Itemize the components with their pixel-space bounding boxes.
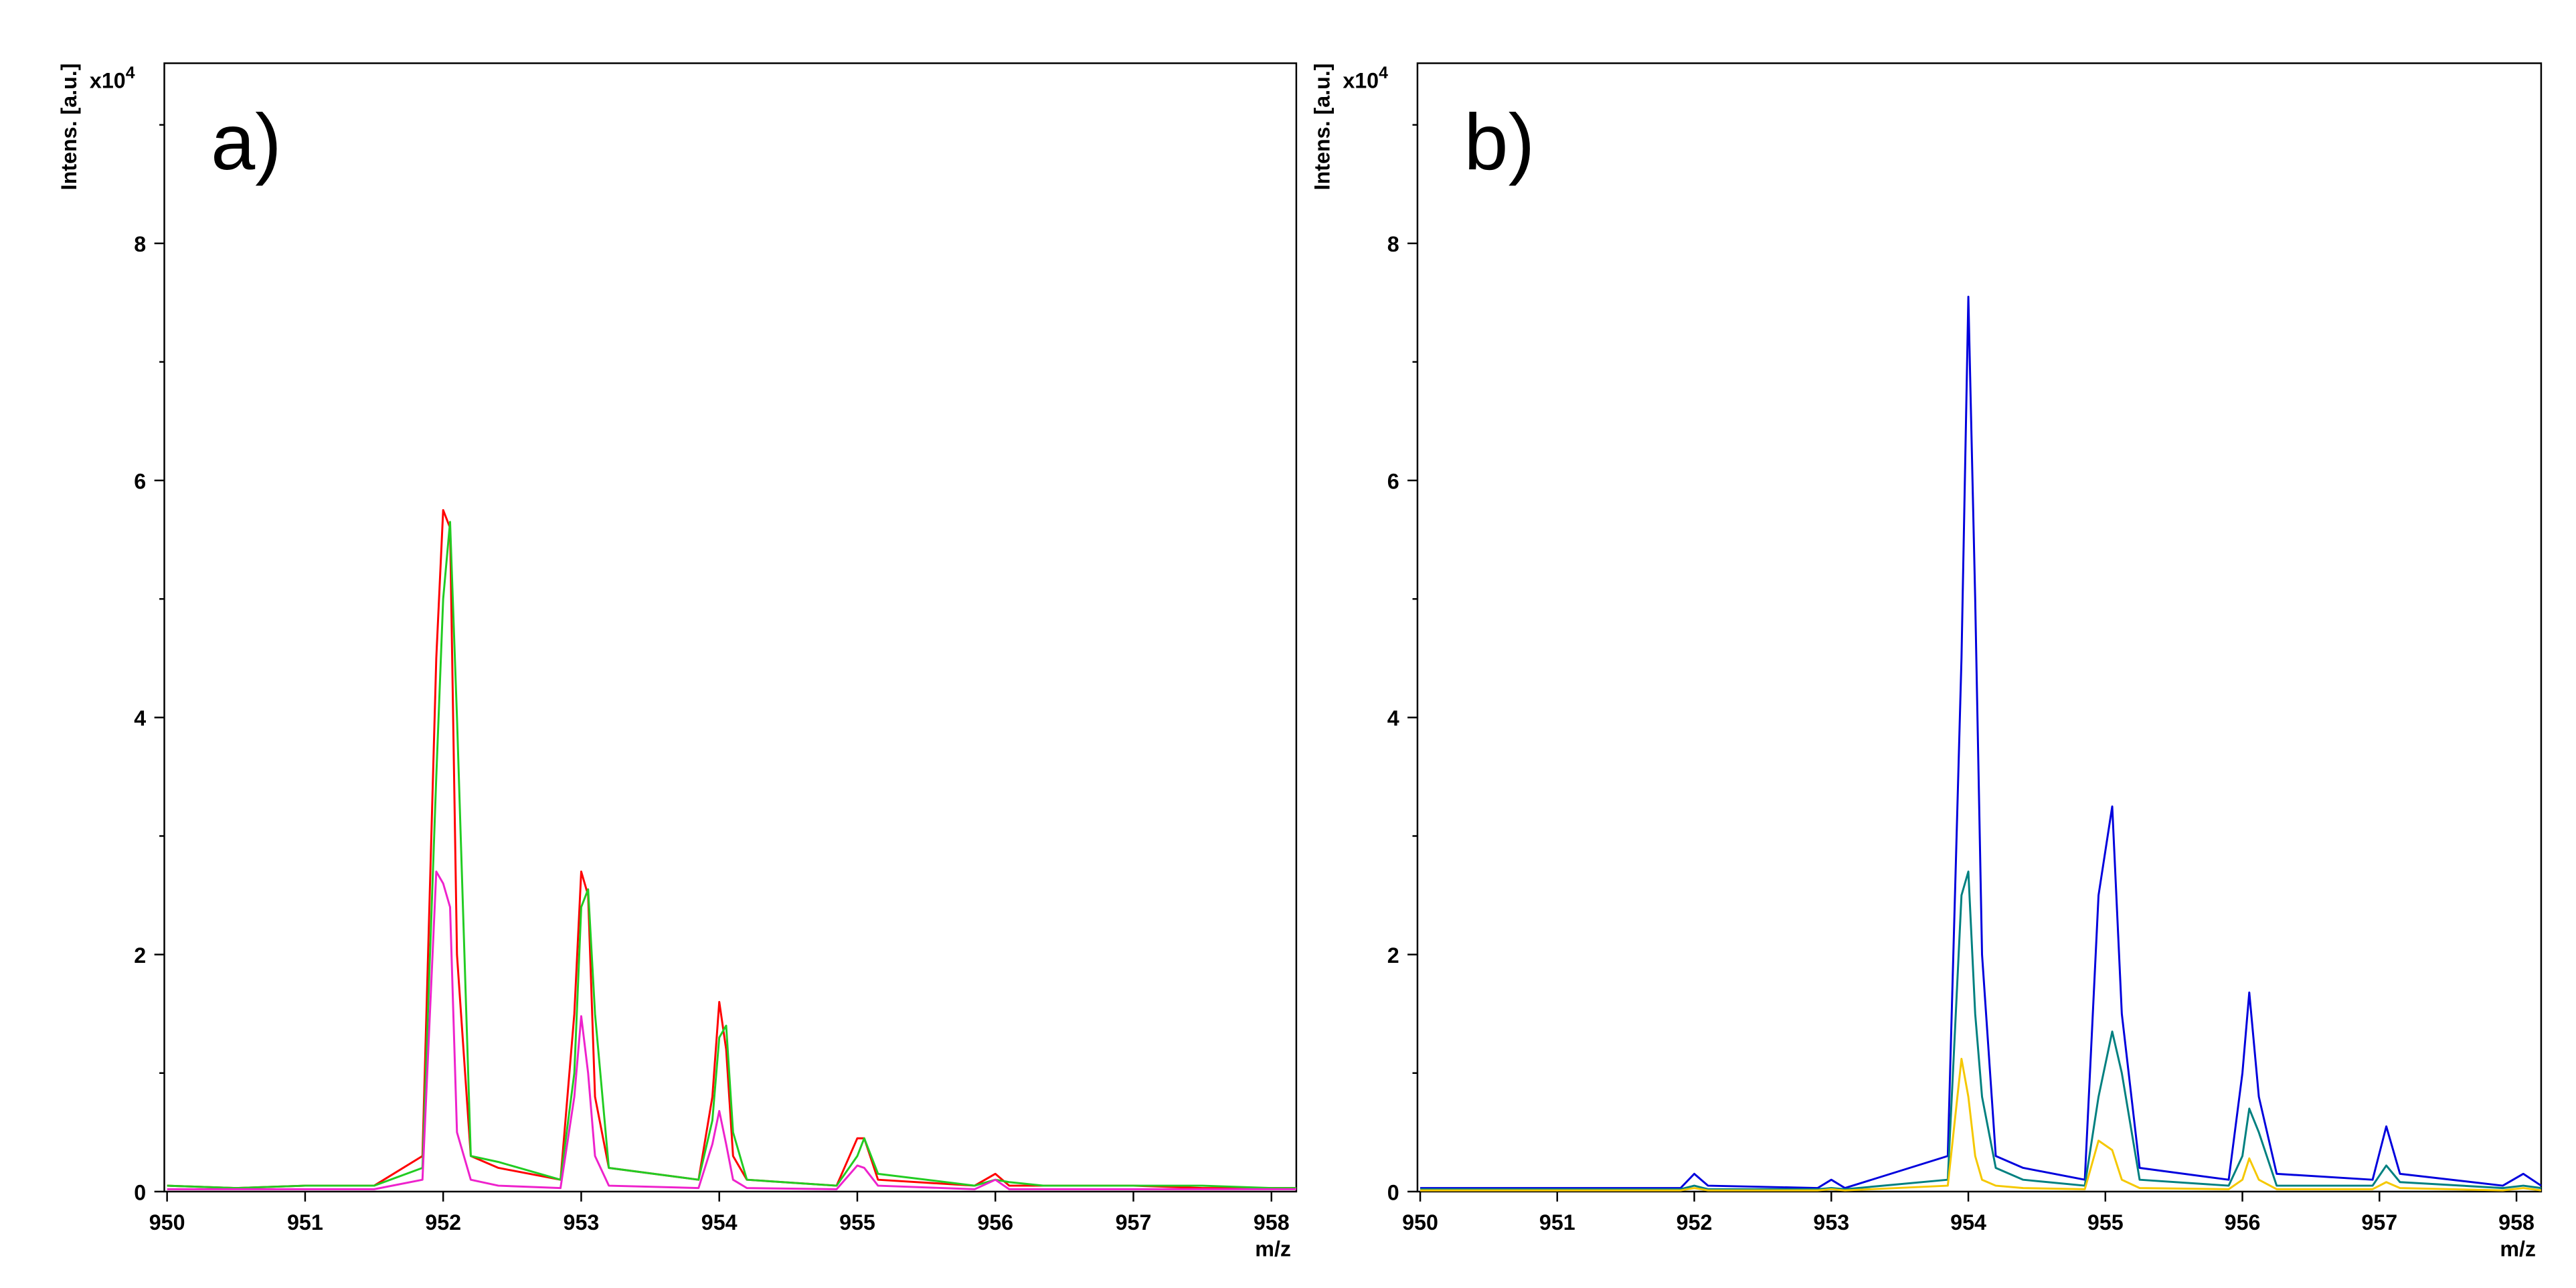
panel-label: b) — [1464, 98, 1535, 187]
y-scale-base: x10 — [1343, 69, 1379, 93]
x-tick-label: 956 — [977, 1210, 1013, 1234]
y-tick-label: 6 — [1387, 469, 1399, 493]
panel: 0 2 4 6 8 950 951 952 953 954 955 956 957 958 m/z Inten… — [57, 62, 1298, 1261]
x-tick-label: 957 — [2361, 1210, 2397, 1234]
x-tick-label: 953 — [564, 1210, 600, 1234]
x-tick-label: 955 — [839, 1210, 875, 1234]
y-tick-label: 8 — [1387, 232, 1399, 256]
x-tick-label: 951 — [1539, 1210, 1575, 1234]
y-tick-label: 6 — [134, 469, 146, 493]
plot-frame — [1416, 62, 2543, 1193]
x-axis-label: m/z — [1255, 1237, 1291, 1261]
x-tick-label: 954 — [701, 1210, 738, 1234]
y-tick-label: 0 — [1387, 1180, 1399, 1204]
x-tick-label: 958 — [2498, 1210, 2535, 1234]
x-axis-label: m/z — [2500, 1237, 2536, 1261]
y-scale-base: x10 — [90, 69, 126, 93]
x-tick-label: 955 — [2087, 1210, 2124, 1234]
spectrum-line — [167, 870, 1296, 1190]
y-axis-label: Intens. [a.u.] — [1310, 63, 1335, 190]
panel-label: a) — [211, 98, 282, 187]
y-axis-label: Intens. [a.u.] — [57, 63, 81, 190]
x-tick-label: 957 — [1116, 1210, 1152, 1234]
x-tick-label: 952 — [1677, 1210, 1713, 1234]
y-tick-label: 4 — [1387, 707, 1399, 731]
x-tick-label: 950 — [149, 1210, 185, 1234]
x-tick-label: 950 — [1402, 1210, 1438, 1234]
y-tick-label: 2 — [134, 943, 146, 968]
y-tick-label: 2 — [1387, 943, 1399, 968]
spectrum-line — [167, 509, 1296, 1190]
plot-frame — [163, 62, 1298, 1193]
x-tick-label: 956 — [2225, 1210, 2261, 1234]
x-tick-label: 958 — [1254, 1210, 1290, 1234]
x-tick-label: 954 — [1950, 1210, 1986, 1234]
spectrum-line — [1420, 295, 2542, 1190]
x-tick-label: 953 — [1813, 1210, 1849, 1234]
x-tick-label: 952 — [425, 1210, 461, 1234]
y-scale-label: x104 — [90, 64, 135, 93]
y-tick-label: 0 — [134, 1180, 146, 1204]
spectrum-line — [167, 521, 1296, 1190]
y-scale-label: x104 — [1343, 64, 1388, 93]
panel: 0 2 4 6 8 950 951 952 953 954 955 956 957 958 m/z Inten… — [1310, 62, 2543, 1261]
y-scale-exponent: 4 — [126, 64, 135, 82]
spectrum-line — [1420, 1058, 2542, 1192]
y-scale-exponent: 4 — [1379, 64, 1388, 82]
y-tick-label: 4 — [134, 707, 146, 731]
y-tick-label: 8 — [134, 232, 146, 256]
x-tick-label: 951 — [287, 1210, 323, 1234]
